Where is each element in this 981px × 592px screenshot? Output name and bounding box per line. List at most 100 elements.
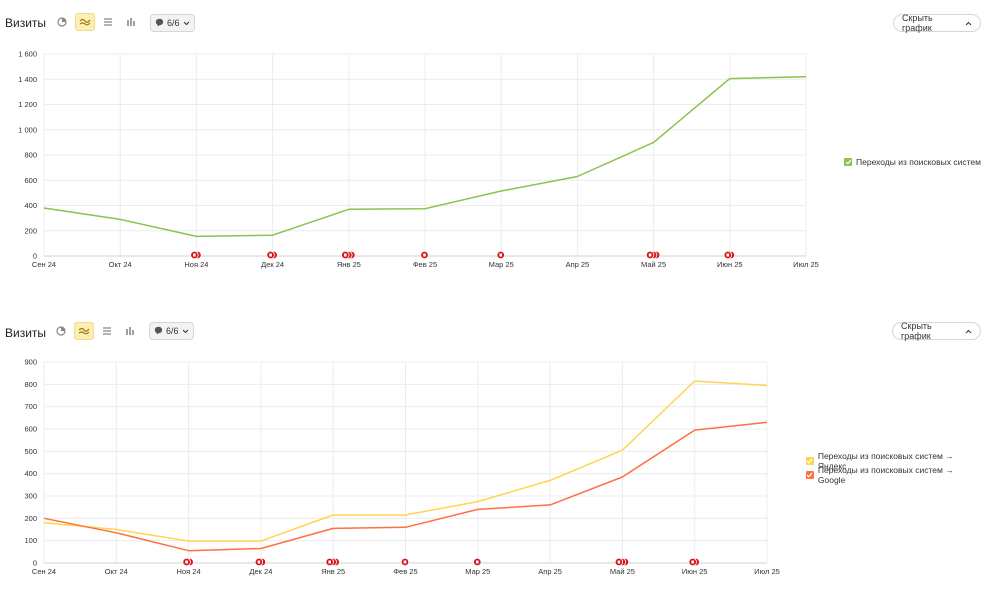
annotation-glyph — [423, 253, 426, 257]
chart-legend: Переходы из поисковых систем → Яндекс Пер… — [806, 451, 981, 485]
annotation-glyph — [476, 560, 479, 564]
series-line[interactable] — [43, 75, 807, 238]
annotation-glyph — [257, 560, 261, 564]
chart-panel: Визиты 6/6 Скрыть график 0 — [5, 13, 981, 270]
chevron-down-icon — [183, 18, 190, 28]
checkbox-icon[interactable] — [806, 457, 814, 465]
comments-counter[interactable]: 6/6 — [150, 14, 195, 32]
y-tick-label: 200 — [24, 514, 37, 523]
y-tick-label: 0 — [33, 252, 37, 261]
comments-counter[interactable]: 6/6 — [149, 322, 194, 340]
annotation-marker[interactable] — [266, 250, 278, 260]
y-tick-label: 400 — [24, 469, 37, 478]
x-tick-label: Сен 24 — [32, 260, 56, 269]
legend-label: Переходы из поисковых систем → Яндекс — [817, 451, 954, 471]
y-tick-label: 500 — [24, 447, 37, 456]
annotation-marker[interactable] — [190, 250, 202, 260]
y-tick-label: 600 — [24, 425, 37, 434]
checkbox-icon[interactable] — [806, 471, 814, 479]
y-tick-label: 1 400 — [18, 75, 37, 84]
annotation-glyph — [193, 253, 196, 257]
chevron-up-icon — [965, 18, 972, 28]
line-chart-icon[interactable] — [75, 13, 95, 31]
x-tick-label: Мар 25 — [489, 260, 514, 269]
hide-chart-label: Скрыть график — [901, 321, 932, 341]
series-line[interactable] — [43, 380, 768, 542]
annotation-marker[interactable] — [496, 250, 505, 260]
x-tick-label: Ноя 24 — [184, 260, 208, 269]
x-tick-label: Янв 25 — [337, 260, 361, 269]
annotation-glyph — [328, 560, 331, 564]
y-tick-label: 700 — [24, 402, 37, 411]
y-tick-label: 300 — [24, 492, 37, 501]
x-tick-label: Апр 25 — [538, 567, 562, 576]
comment-icon — [155, 18, 164, 29]
series-line[interactable] — [43, 421, 768, 552]
annotation-glyph — [403, 560, 407, 564]
line-chart: 0 200 400 600 800 1 000 1 200 1 400 1 600 Сен 24 О… — [18, 50, 819, 270]
chart-legend: Переходы из поисковых систем — [844, 155, 981, 169]
y-tick-label: 800 — [24, 151, 37, 160]
bar-chart-icon[interactable] — [121, 13, 141, 31]
area-chart-icon[interactable] — [97, 322, 117, 340]
y-tick-label: 100 — [24, 536, 37, 545]
y-tick-label: 900 — [24, 358, 37, 367]
x-tick-label: Фев 25 — [393, 567, 417, 576]
chart-title: Визиты — [5, 16, 47, 30]
pie-chart-icon[interactable] — [51, 322, 71, 340]
annotation-marker[interactable] — [420, 250, 429, 260]
x-tick-label: Июл 25 — [793, 260, 819, 269]
annotation-marker[interactable] — [400, 557, 410, 567]
counter-label: 6/6 — [166, 326, 179, 336]
counter-label: 6/6 — [167, 18, 180, 28]
x-tick-label: Апр 25 — [566, 260, 590, 269]
y-tick-label: 1 200 — [18, 100, 37, 109]
annotation-marker[interactable] — [254, 557, 267, 567]
annotation-glyph — [726, 253, 730, 257]
x-tick-label: Июн 25 — [717, 260, 743, 269]
checkbox-icon[interactable] — [844, 158, 852, 166]
annotation-glyph — [269, 253, 272, 257]
annotation-marker[interactable] — [341, 250, 356, 260]
hide-chart-button[interactable]: Скрыть график — [893, 13, 981, 33]
annotation-marker[interactable] — [182, 557, 194, 567]
x-tick-label: Окт 24 — [105, 567, 128, 576]
area-chart-icon[interactable] — [98, 13, 118, 31]
annotation-marker[interactable] — [645, 250, 661, 260]
chart-panel: Визиты 6/6 Скрыть график 0 — [0, 318, 981, 592]
x-tick-label: Дек 24 — [261, 260, 284, 269]
pie-chart-icon[interactable] — [52, 13, 72, 31]
annotation-marker[interactable] — [723, 250, 735, 260]
line-chart: 0 100 200 300 400 500 600 700 800 900 Сен 24 Окт 24… — [24, 358, 780, 577]
x-tick-label: Июл 25 — [754, 567, 780, 576]
x-tick-label: Сен 24 — [32, 567, 56, 576]
y-tick-label: 400 — [24, 201, 37, 210]
annotation-glyph — [648, 253, 652, 257]
annotation-marker[interactable] — [473, 557, 482, 567]
line-chart-icon[interactable] — [74, 322, 94, 340]
annotation-glyph — [691, 560, 694, 564]
annotation-marker[interactable] — [325, 557, 340, 567]
legend-item[interactable]: Переходы из поисковых систем → Яндекс — [806, 451, 981, 471]
annotation-marker[interactable] — [614, 557, 630, 567]
chevron-up-icon — [965, 326, 972, 336]
x-tick-label: Окт 24 — [109, 260, 132, 269]
annotation-marker[interactable] — [688, 557, 700, 567]
comment-icon — [154, 326, 163, 337]
x-tick-label: Май 25 — [610, 567, 635, 576]
chart-toolbar: Визиты 6/6 Скрыть график — [0, 318, 981, 354]
legend-item[interactable]: Переходы из поисковых систем → Google — [806, 465, 981, 485]
y-tick-label: 1 000 — [18, 125, 37, 134]
chart-title: Визиты — [5, 326, 47, 340]
legend-label: Переходы из поисковых систем → Google — [817, 465, 954, 485]
bar-chart-icon[interactable] — [120, 322, 140, 340]
hide-chart-button[interactable]: Скрыть график — [892, 321, 981, 341]
legend-label: Переходы из поисковых систем — [856, 157, 981, 167]
x-tick-label: Ноя 24 — [177, 567, 201, 576]
legend-item[interactable]: Переходы из поисковых систем — [844, 155, 981, 169]
x-tick-label: Янв 25 — [321, 567, 345, 576]
x-tick-label: Май 25 — [641, 260, 666, 269]
y-tick-label: 600 — [24, 176, 37, 185]
hide-chart-label: Скрыть график — [902, 13, 933, 33]
x-tick-label: Июн 25 — [682, 567, 708, 576]
